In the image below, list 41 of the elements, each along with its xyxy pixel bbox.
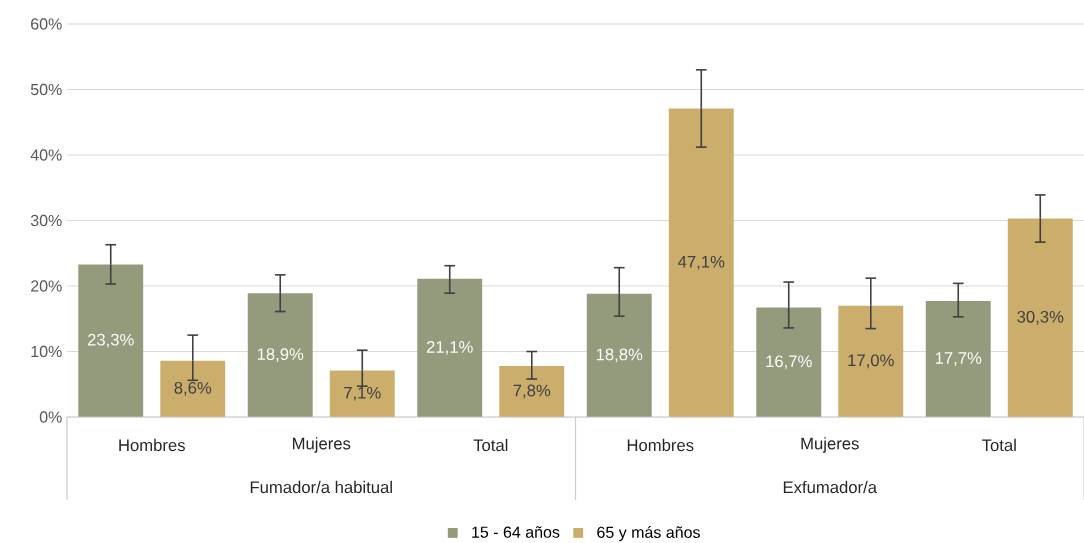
bar — [586, 293, 652, 417]
y-tick-label: 10% — [31, 345, 62, 358]
data-label: 18,9% — [257, 348, 304, 362]
y-tick-label: 0% — [39, 411, 62, 423]
x-tick-label: Hombres — [119, 438, 185, 452]
data-label: 47,1% — [678, 255, 725, 270]
y-tick-label: 30% — [30, 214, 62, 227]
bar — [78, 264, 144, 417]
bar — [417, 278, 483, 417]
x-tick-label: Total — [982, 438, 1016, 452]
data-label: 21,1% — [426, 341, 473, 355]
data-label: 30,3% — [1017, 310, 1064, 325]
y-tick-label: 20% — [31, 280, 62, 292]
bar — [1007, 218, 1073, 417]
bar — [499, 365, 565, 417]
y-tick-label: 40% — [30, 149, 62, 161]
bar — [160, 360, 226, 417]
legend-label: 65 y más años — [597, 526, 700, 542]
bar — [329, 370, 395, 417]
y-tick-label: 50% — [30, 83, 62, 96]
data-label: 18,8% — [596, 348, 643, 363]
bar — [247, 293, 313, 417]
text: Exfumador/a — [783, 480, 877, 494]
bar — [756, 307, 822, 417]
legend-label: 15 - 64 años — [472, 526, 560, 538]
data-label: 7,8% — [513, 384, 551, 399]
data-label: 23,3% — [87, 333, 134, 348]
y-tick-label: 60% — [31, 18, 62, 30]
x-tick-label: Mujeres — [292, 437, 351, 453]
data-label: 17,0% — [848, 354, 894, 369]
x-tick-label: Mujeres — [801, 437, 859, 453]
data-label: 7,1% — [344, 386, 381, 401]
x-tick-label: Total — [473, 438, 508, 452]
bar — [925, 301, 991, 417]
data-label: 17,7% — [935, 352, 982, 366]
x-tick-label: Hombres — [627, 438, 694, 452]
data-label: 16,7% — [766, 355, 812, 370]
bar — [668, 108, 734, 417]
text: Fumador/a habitual — [250, 480, 392, 494]
data-label: 8,6% — [174, 381, 212, 396]
bar — [838, 305, 904, 417]
